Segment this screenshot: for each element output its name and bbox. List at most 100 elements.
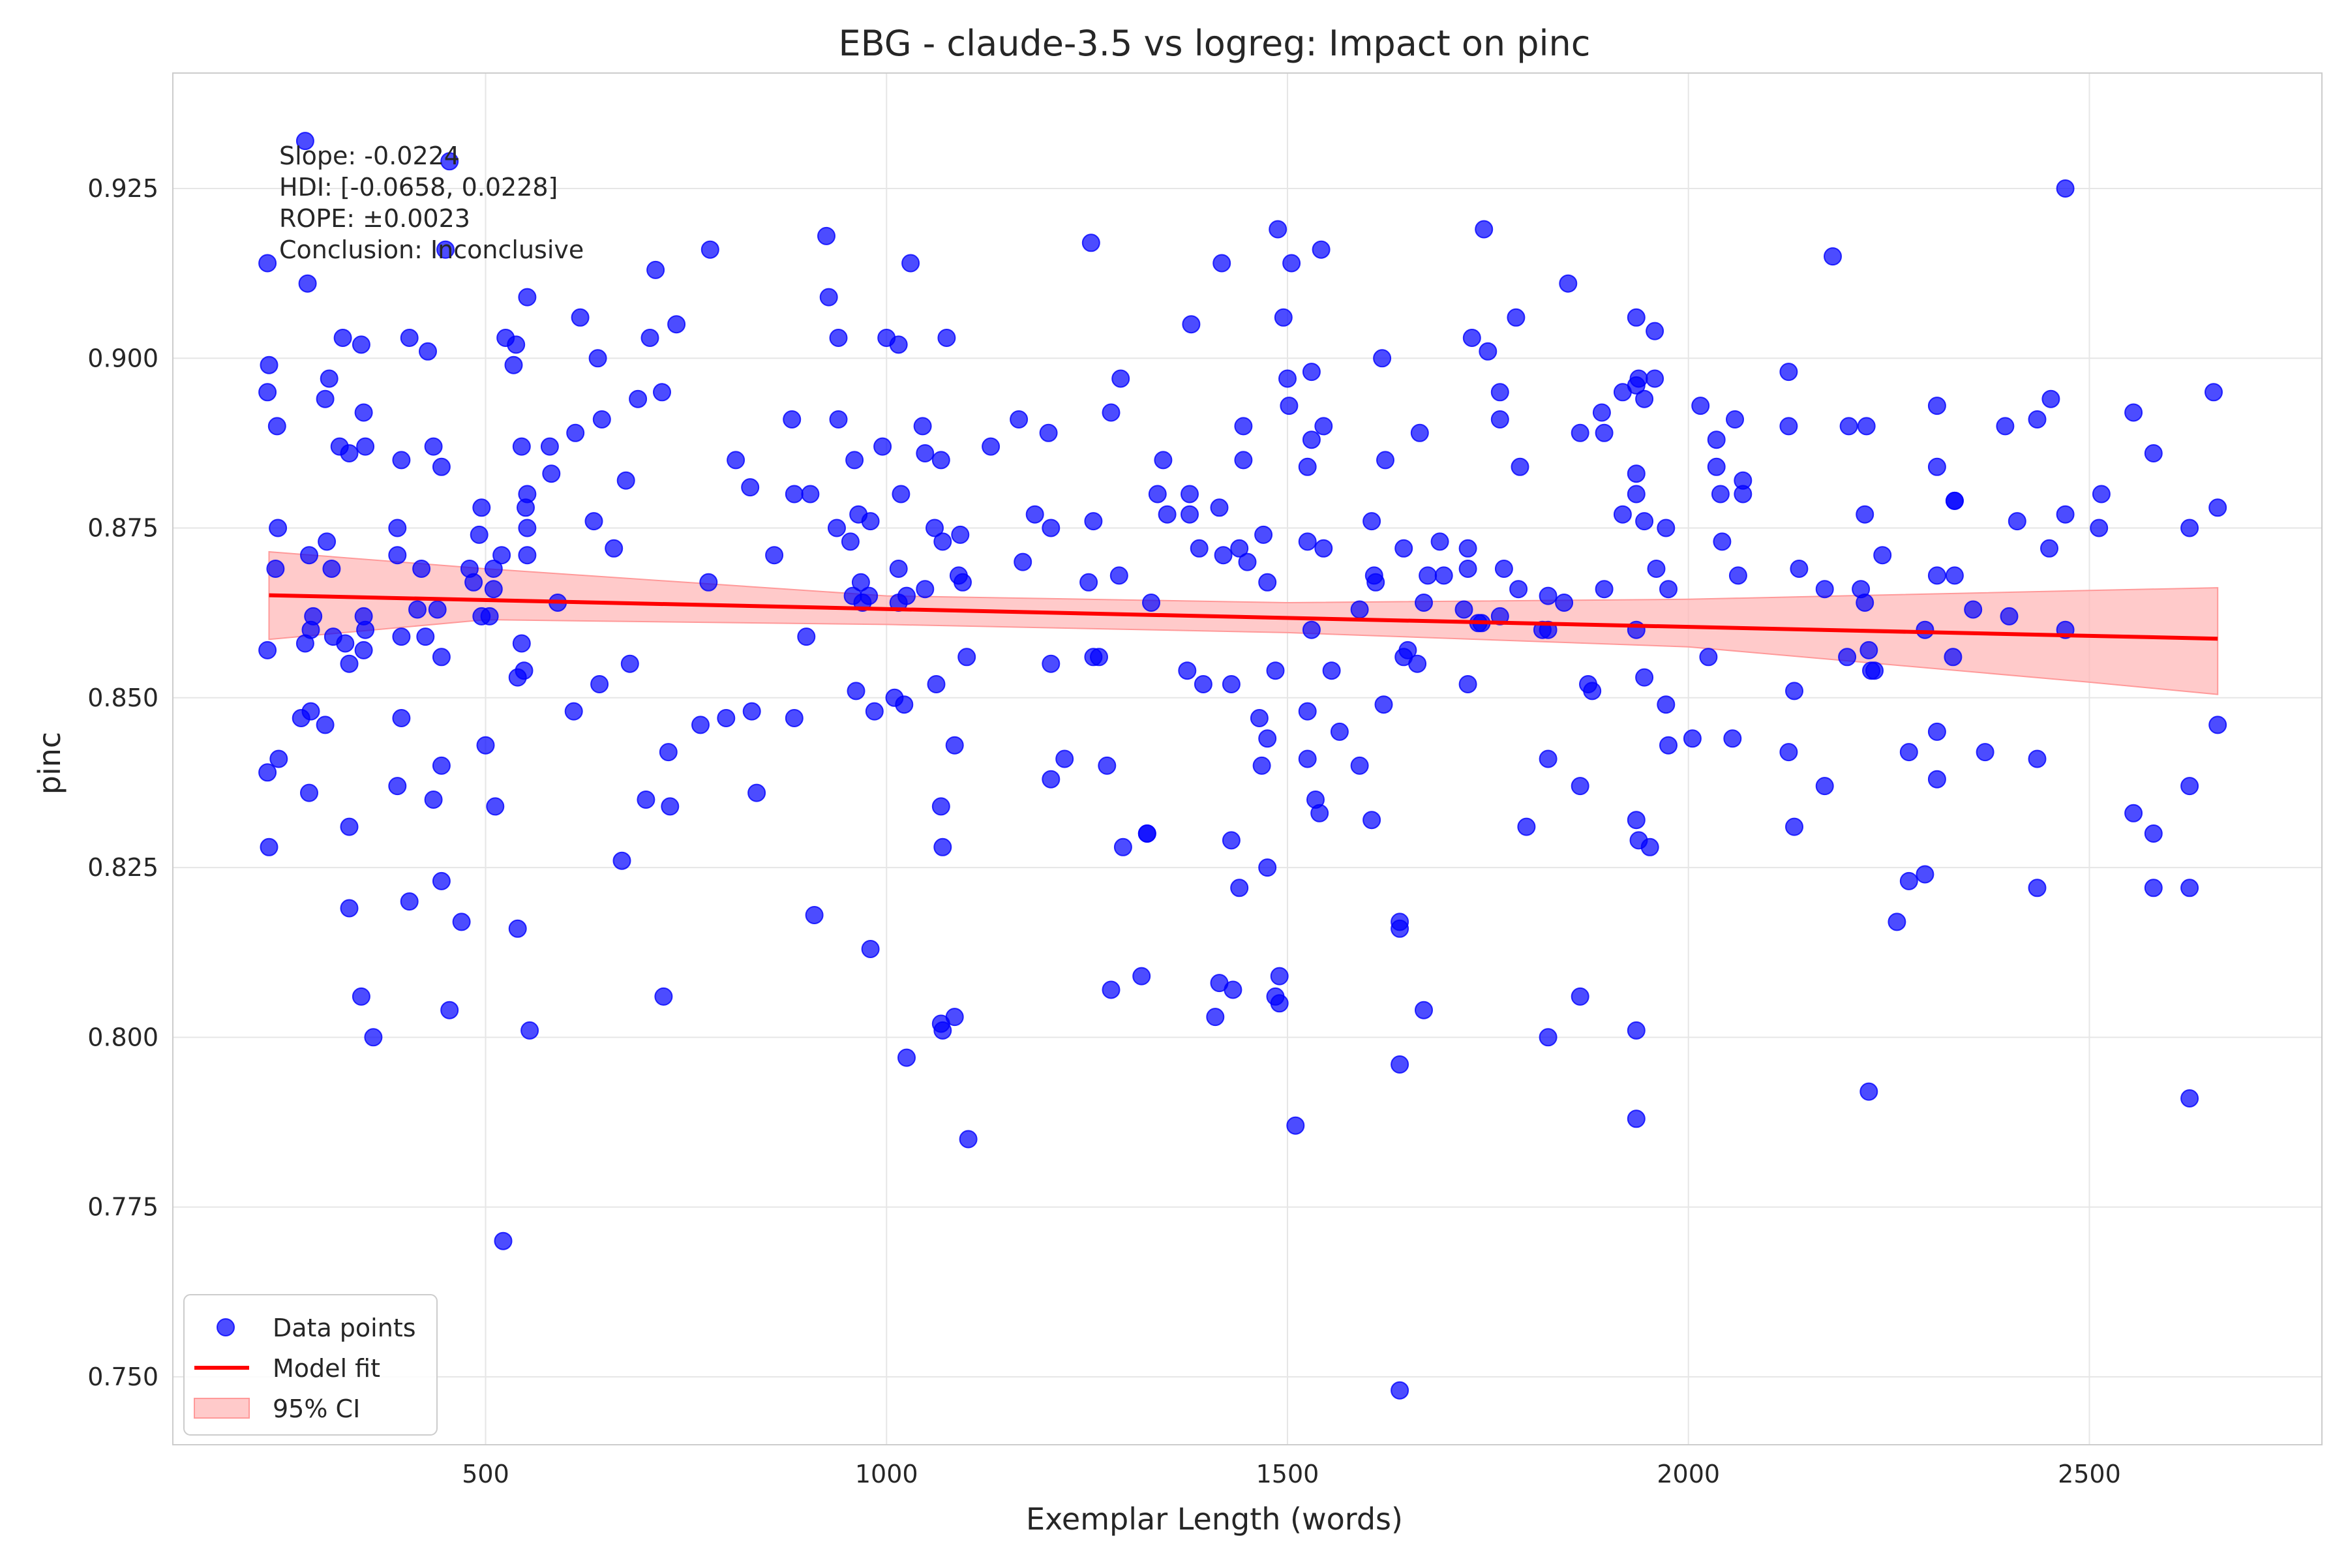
data-point <box>1916 620 1934 639</box>
data-point <box>1270 994 1289 1013</box>
data-point <box>2090 519 2109 537</box>
ci-band-layer <box>268 550 2219 695</box>
data-point <box>436 240 455 259</box>
data-point <box>1230 879 1249 897</box>
data-point <box>873 437 892 456</box>
data-point <box>352 335 370 354</box>
data-point <box>1081 234 1100 252</box>
data-point <box>424 437 443 456</box>
data-point <box>805 906 824 924</box>
data-point <box>1571 423 1589 442</box>
data-point <box>1627 811 1646 830</box>
data-point <box>1571 777 1589 796</box>
data-point <box>512 437 531 456</box>
data-point <box>1181 485 1199 504</box>
data-point <box>590 675 609 693</box>
data-point <box>333 329 352 347</box>
data-point <box>1555 594 1574 612</box>
data-point <box>340 444 359 462</box>
data-point <box>845 451 864 470</box>
chart-title: EBG - claude-3.5 vs logreg: Impact on pi… <box>839 23 1591 64</box>
data-point <box>1258 858 1277 877</box>
y-tick-label: 0.800 <box>87 1023 158 1051</box>
data-point <box>1640 837 1659 856</box>
data-point <box>1490 607 1509 626</box>
data-point <box>258 641 277 659</box>
data-point <box>1613 505 1632 524</box>
data-point <box>646 260 665 279</box>
data-point <box>1408 654 1427 673</box>
data-point <box>592 410 611 429</box>
data-point <box>1206 1008 1225 1027</box>
data-point <box>1042 654 1061 673</box>
ci-band <box>268 550 2219 695</box>
data-point <box>933 1021 952 1040</box>
data-point <box>518 519 537 537</box>
data-point <box>699 573 718 592</box>
data-point <box>897 586 916 605</box>
data-point <box>432 648 451 667</box>
data-point <box>860 586 879 605</box>
data-point <box>861 940 880 958</box>
data-point <box>316 716 335 734</box>
data-point <box>520 1021 539 1040</box>
data-point <box>2028 879 2047 897</box>
data-point <box>817 226 835 245</box>
data-point <box>512 634 531 653</box>
data-point <box>1158 505 1177 524</box>
data-point <box>1647 560 1666 578</box>
data-point <box>2180 519 2199 537</box>
data-point <box>1779 363 1798 382</box>
data-point <box>484 580 503 599</box>
data-point <box>292 709 310 727</box>
x-tick-label: 1000 <box>855 1460 918 1488</box>
data-point <box>691 716 710 734</box>
data-point <box>1691 397 1710 415</box>
data-point <box>356 620 375 639</box>
data-point <box>1627 464 1646 483</box>
data-point <box>892 485 911 504</box>
data-point <box>1310 804 1329 822</box>
data-point <box>1084 512 1103 531</box>
data-point <box>1790 560 1809 578</box>
data-point <box>765 546 784 565</box>
data-point <box>1927 566 1946 585</box>
model-fit-line <box>269 593 2218 641</box>
data-point <box>1646 322 1664 340</box>
data-point <box>2144 879 2163 897</box>
data-point <box>1234 451 1253 470</box>
data-point <box>1314 539 1333 558</box>
data-point <box>517 498 535 517</box>
data-point <box>295 132 314 151</box>
data-point <box>1899 743 1918 762</box>
data-point <box>801 485 820 504</box>
data-point <box>1711 485 1730 504</box>
data-point <box>1657 695 1676 714</box>
data-point <box>1419 566 1437 585</box>
data-point <box>2180 777 2199 796</box>
data-point <box>1944 648 1963 667</box>
data-point <box>841 532 860 551</box>
data-point <box>957 648 976 667</box>
data-point <box>889 560 908 578</box>
data-point <box>1490 383 1509 402</box>
x-tick-label: 2500 <box>2058 1460 2121 1488</box>
data-point <box>1627 376 1646 395</box>
data-point <box>1181 505 1199 524</box>
data-point <box>1142 594 1160 612</box>
data-point <box>2040 539 2058 558</box>
data-point <box>2180 879 2199 897</box>
data-point <box>1039 423 1058 442</box>
data-point <box>354 641 373 659</box>
data-point <box>1888 912 1906 931</box>
data-point <box>1659 736 1678 755</box>
data-point <box>916 580 935 599</box>
data-point <box>1376 451 1394 470</box>
data-point <box>829 329 848 347</box>
y-tick-label: 0.875 <box>87 514 158 543</box>
data-point <box>1659 580 1678 599</box>
data-point <box>1839 417 1858 436</box>
data-point <box>1298 702 1317 721</box>
data-point <box>340 899 359 918</box>
